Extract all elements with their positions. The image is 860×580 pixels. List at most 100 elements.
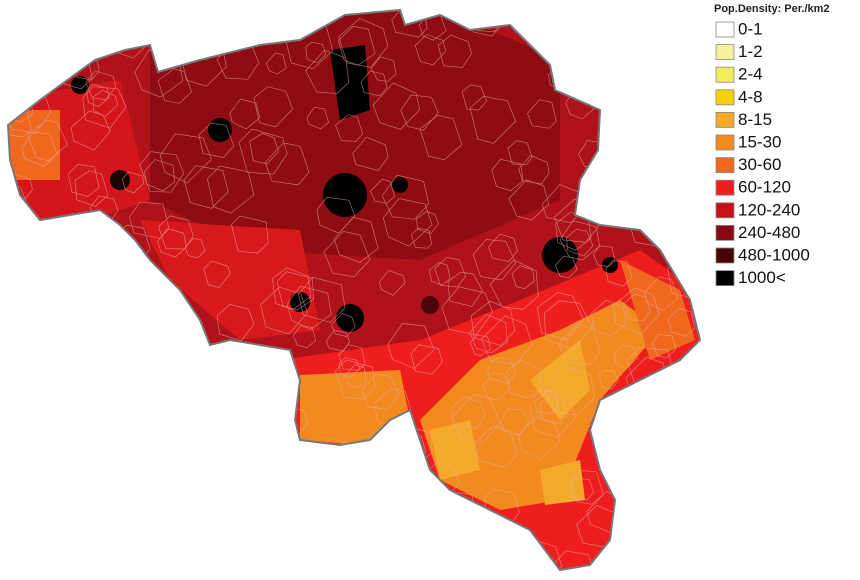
municipality: [21, 131, 58, 167]
legend-label: 1000<: [738, 268, 786, 287]
municipality: [8, 12, 58, 64]
municipality: [107, 376, 137, 406]
municipality: [99, 443, 138, 481]
municipality: [612, 287, 660, 335]
municipality: [428, 262, 451, 286]
municipality: [145, 519, 167, 539]
municipality: [143, 10, 178, 28]
municipality: [184, 237, 206, 259]
region: [140, 220, 320, 340]
municipality: [667, 308, 696, 337]
municipality: [165, 10, 208, 26]
municipality: [305, 41, 327, 64]
municipality: [469, 95, 517, 144]
municipality: [253, 86, 294, 128]
municipality: [179, 472, 225, 518]
municipality: [60, 261, 94, 295]
municipality: [326, 329, 350, 352]
municipality: [622, 454, 646, 475]
municipality: [598, 370, 619, 390]
municipality: [488, 233, 518, 262]
municipality: [82, 86, 127, 129]
municipality: [220, 527, 267, 570]
municipality: [118, 362, 148, 391]
municipality: [536, 292, 585, 341]
city: [421, 296, 439, 314]
municipality: [219, 545, 266, 570]
municipality: [370, 56, 397, 82]
municipality: [470, 300, 516, 346]
municipality: [181, 10, 216, 17]
municipality: [183, 165, 229, 209]
municipality: [649, 126, 677, 154]
municipality: [323, 231, 371, 278]
municipality: [626, 198, 676, 247]
region: [300, 370, 410, 445]
municipality: [158, 533, 183, 558]
municipality: [235, 539, 268, 570]
municipality: [203, 260, 231, 288]
municipality: [82, 420, 114, 451]
municipality: [42, 536, 91, 570]
municipality: [569, 470, 604, 505]
municipality: [260, 286, 308, 335]
municipality: [506, 360, 542, 399]
municipality: [480, 315, 533, 366]
municipality: [8, 91, 51, 134]
municipality: [400, 94, 439, 131]
municipality: [103, 243, 147, 288]
municipality: [569, 477, 594, 501]
legend-label: 1-2: [738, 42, 763, 61]
municipality: [387, 323, 435, 369]
municipality: [92, 89, 118, 117]
municipality: [605, 260, 633, 287]
municipality: [372, 82, 421, 130]
municipality: [434, 257, 467, 288]
municipality: [162, 340, 196, 375]
municipality: [583, 10, 605, 29]
municipality: [645, 118, 684, 158]
municipality: [309, 526, 349, 567]
municipality: [8, 545, 32, 570]
country-outline: [6, 8, 702, 572]
municipality: [469, 10, 504, 33]
city: [71, 76, 89, 94]
legend-swatch: [715, 134, 735, 151]
region: [150, 10, 560, 260]
municipality: [94, 458, 133, 497]
municipality: [8, 530, 17, 561]
municipality: [289, 505, 311, 527]
municipality: [63, 500, 105, 543]
municipality: [558, 323, 601, 365]
municipality: [298, 276, 346, 323]
municipality: [194, 10, 233, 36]
municipality: [360, 70, 388, 97]
municipality: [106, 475, 150, 514]
legend-label: 480-1000: [738, 245, 810, 264]
municipality: [650, 10, 681, 17]
municipality: [331, 313, 356, 337]
legend-swatch: [715, 202, 735, 219]
municipality: [216, 402, 266, 450]
municipality: [672, 388, 700, 431]
municipality: [472, 239, 517, 281]
municipality: [335, 359, 376, 400]
municipality: [388, 519, 410, 541]
municipality: [653, 368, 688, 402]
municipality: [61, 453, 100, 492]
municipality: [271, 267, 311, 311]
municipality: [147, 401, 189, 440]
legend-swatch: [715, 270, 735, 287]
municipality: [489, 259, 539, 310]
municipality: [27, 119, 68, 162]
municipality: [343, 364, 367, 389]
municipality: [49, 288, 78, 316]
region: [8, 110, 60, 180]
municipality: [276, 271, 314, 311]
municipality: [216, 303, 255, 342]
legend-swatch: [715, 224, 735, 241]
municipality: [634, 448, 680, 491]
municipality: [667, 254, 700, 301]
municipality: [122, 171, 145, 194]
municipality: [8, 266, 18, 300]
